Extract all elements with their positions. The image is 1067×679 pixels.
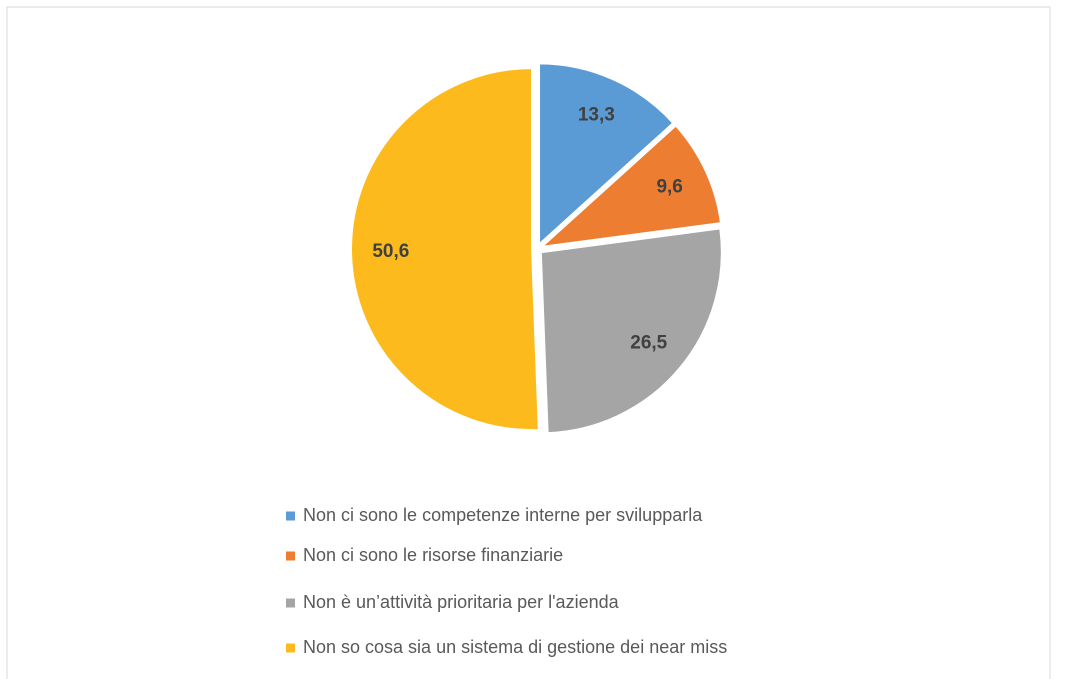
pie-slice bbox=[539, 227, 723, 435]
legend-swatch bbox=[286, 511, 295, 521]
pie-slice bbox=[538, 124, 723, 249]
legend-label: Non so cosa sia un sistema di gestione d… bbox=[303, 637, 727, 657]
legend-label: Non ci sono le risorse finanziarie bbox=[303, 545, 563, 565]
legend-label: Non è un’attività prioritaria per l'azie… bbox=[303, 592, 620, 612]
legend-label: Non ci sono le competenze interne per sv… bbox=[303, 505, 703, 525]
legend-swatch bbox=[286, 551, 295, 561]
legend-swatch bbox=[286, 598, 295, 608]
data-label: 9,6 bbox=[656, 177, 682, 198]
pie-slice bbox=[538, 62, 675, 247]
legend-swatch bbox=[286, 643, 295, 653]
data-label: 50,6 bbox=[372, 241, 409, 262]
data-label: 13,3 bbox=[578, 104, 615, 125]
data-label: 26,5 bbox=[630, 332, 667, 353]
chart-frame bbox=[6, 6, 1051, 679]
pie-slice bbox=[350, 67, 540, 432]
